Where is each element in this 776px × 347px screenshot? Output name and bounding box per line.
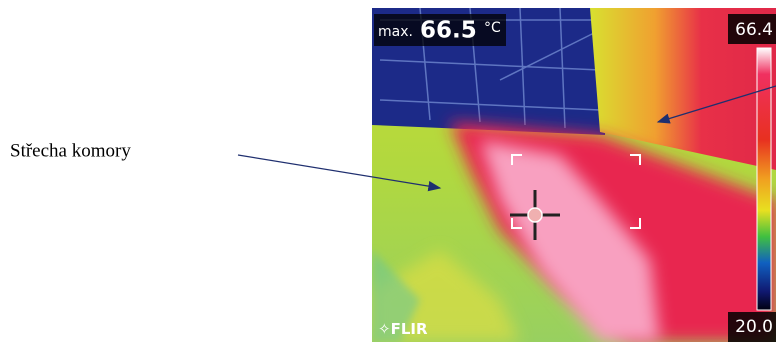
thermal-image: max. 66.5 °C 66.4 20.0 ✧FLIR [372, 8, 776, 342]
caption: Střecha komory [10, 140, 131, 161]
scale-bottom: 20.0 [735, 317, 773, 337]
max-value: 66.5 [420, 18, 477, 44]
figure: Střecha komory max. 66.5 °C 66.4 20 [0, 0, 776, 342]
color-scale [757, 48, 771, 310]
brand-logo: ✧FLIR [378, 320, 428, 338]
max-prefix: max. [378, 24, 413, 40]
unit: °C [484, 20, 501, 36]
scale-top: 66.4 [735, 20, 773, 40]
